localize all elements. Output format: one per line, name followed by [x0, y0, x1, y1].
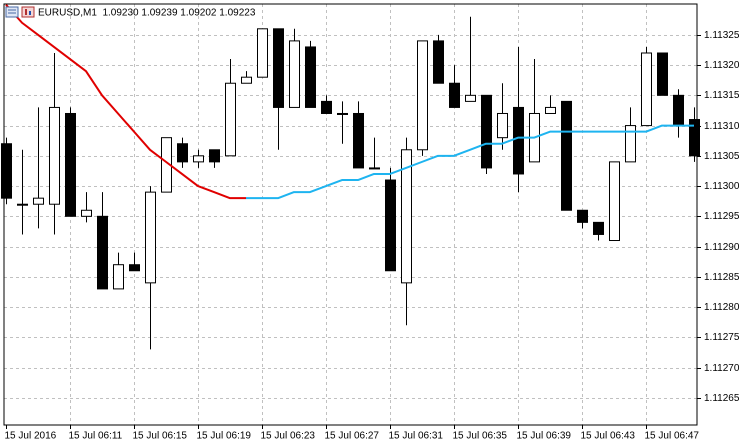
y-tick-label: 1.11270 [704, 363, 740, 374]
x-tick-label: 15 Jul 06:19 [197, 431, 252, 442]
x-tick-label: 15 Jul 06:35 [453, 431, 508, 442]
moving-average-line [5, 3, 246, 200]
candle-body [193, 155, 204, 163]
candle-body [225, 82, 236, 157]
x-tick-label: 15 Jul 06:47 [645, 431, 700, 442]
x-tick-label: 15 Jul 2016 [5, 431, 57, 442]
icon [21, 6, 35, 18]
y-tick-label: 1.11290 [704, 242, 740, 253]
candle-body [209, 149, 220, 163]
candle-body [433, 40, 444, 84]
candle-body [497, 112, 508, 139]
candle-body [465, 94, 476, 102]
y-tick-label: 1.11280 [704, 302, 740, 313]
candle-body [321, 100, 332, 114]
candle-body [81, 209, 92, 217]
icon [5, 6, 19, 18]
candle-body [289, 40, 300, 108]
candle-body [417, 40, 428, 151]
candle-body [305, 46, 316, 108]
candle-body [657, 52, 668, 96]
candle-body [593, 221, 604, 235]
y-tick-label: 1.11310 [704, 121, 740, 132]
x-tick-label: 15 Jul 06:43 [581, 431, 636, 442]
candle-body [17, 203, 28, 206]
candle-body [449, 82, 460, 108]
candle-body [641, 52, 652, 127]
symbol-icons [5, 6, 35, 18]
candle-body [257, 28, 268, 78]
plot-frame [3, 3, 698, 426]
candle-body [113, 264, 124, 290]
icon-bar [29, 11, 31, 15]
x-tick-label: 15 Jul 06:39 [517, 431, 572, 442]
y-tick-label: 1.11325 [704, 30, 740, 41]
candle-body [385, 179, 396, 272]
candle-body [49, 106, 60, 205]
y-tick-label: 1.11265 [704, 393, 740, 404]
candle-body [481, 94, 492, 169]
y-tick-label: 1.11305 [704, 151, 740, 162]
y-tick-label: 1.11315 [704, 90, 740, 101]
chart-title: EURUSD,M1 1.09230 1.09239 1.09202 1.0922… [38, 8, 256, 19]
x-tick-label: 15 Jul 06:11 [69, 431, 123, 442]
candle-body [545, 106, 556, 114]
y-tick-label: 1.11295 [704, 211, 740, 222]
candle-body [177, 143, 188, 163]
candle-body [33, 197, 44, 205]
candle-body [561, 100, 572, 211]
y-tick-label: 1.11275 [704, 332, 740, 343]
candle-body [577, 209, 588, 223]
moving-average-line [246, 124, 694, 200]
candle-body [625, 125, 636, 163]
x-tick-label: 15 Jul 06:23 [261, 431, 316, 442]
candle-body [241, 76, 252, 84]
candle-body [353, 112, 364, 169]
candle-body [369, 167, 380, 170]
candle-body [513, 106, 524, 175]
candle-body [65, 112, 76, 217]
x-tick-label: 15 Jul 06:15 [133, 431, 188, 442]
candle-body [97, 215, 108, 290]
y-tick-label: 1.11320 [704, 60, 740, 71]
candle-body [129, 264, 140, 272]
x-tick-label: 15 Jul 06:27 [325, 431, 380, 442]
x-tick-label: 15 Jul 06:31 [389, 431, 444, 442]
candle-body [273, 28, 284, 108]
y-tick-label: 1.11300 [704, 181, 740, 192]
candle-body [145, 191, 156, 284]
candle-body [337, 112, 348, 115]
icon-bar [25, 9, 27, 15]
candle-body [673, 94, 684, 127]
candle-body [609, 161, 620, 242]
candle-body [1, 143, 12, 199]
candle-body [689, 119, 700, 157]
plot [1, 3, 700, 350]
y-tick-label: 1.11285 [704, 272, 740, 283]
candle-body [401, 149, 412, 284]
